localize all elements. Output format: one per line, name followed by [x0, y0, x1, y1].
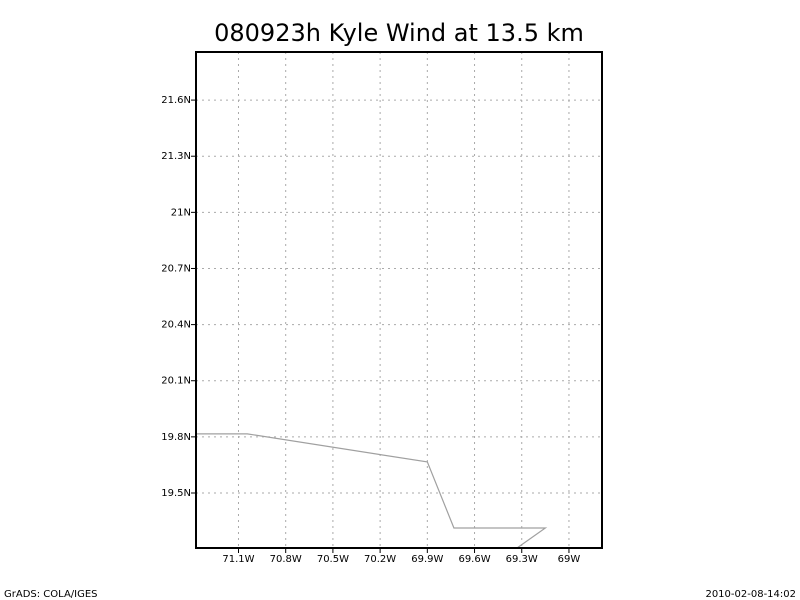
x-tick-label: 69.9W	[411, 554, 443, 565]
x-tick-label: 70.5W	[317, 554, 349, 565]
y-tick-label: 19.5N	[161, 488, 191, 499]
footer-right: 2010-02-08-14:02	[705, 589, 796, 600]
footer-left: GrADS: COLA/IGES	[4, 589, 98, 600]
y-tick-label: 21.3N	[161, 151, 191, 162]
plot-frame	[195, 51, 603, 549]
y-tick-label: 21.6N	[161, 95, 191, 106]
x-tick-label: 69.6W	[458, 554, 490, 565]
y-tick-label: 19.8N	[161, 432, 191, 443]
chart-title: 080923h Kyle Wind at 13.5 km	[214, 19, 584, 47]
y-tick-label: 20.1N	[161, 376, 191, 387]
x-tick-label: 69W	[558, 554, 581, 565]
x-tick-label: 69.3W	[506, 554, 538, 565]
x-tick-label: 70.8W	[270, 554, 302, 565]
x-tick-label: 71.1W	[222, 554, 254, 565]
track-line	[196, 433, 548, 549]
x-tick-label: 70.2W	[364, 554, 396, 565]
y-tick-label: 20.7N	[161, 263, 191, 274]
y-tick-label: 21N	[171, 207, 191, 218]
y-tick-label: 20.4N	[161, 320, 191, 331]
